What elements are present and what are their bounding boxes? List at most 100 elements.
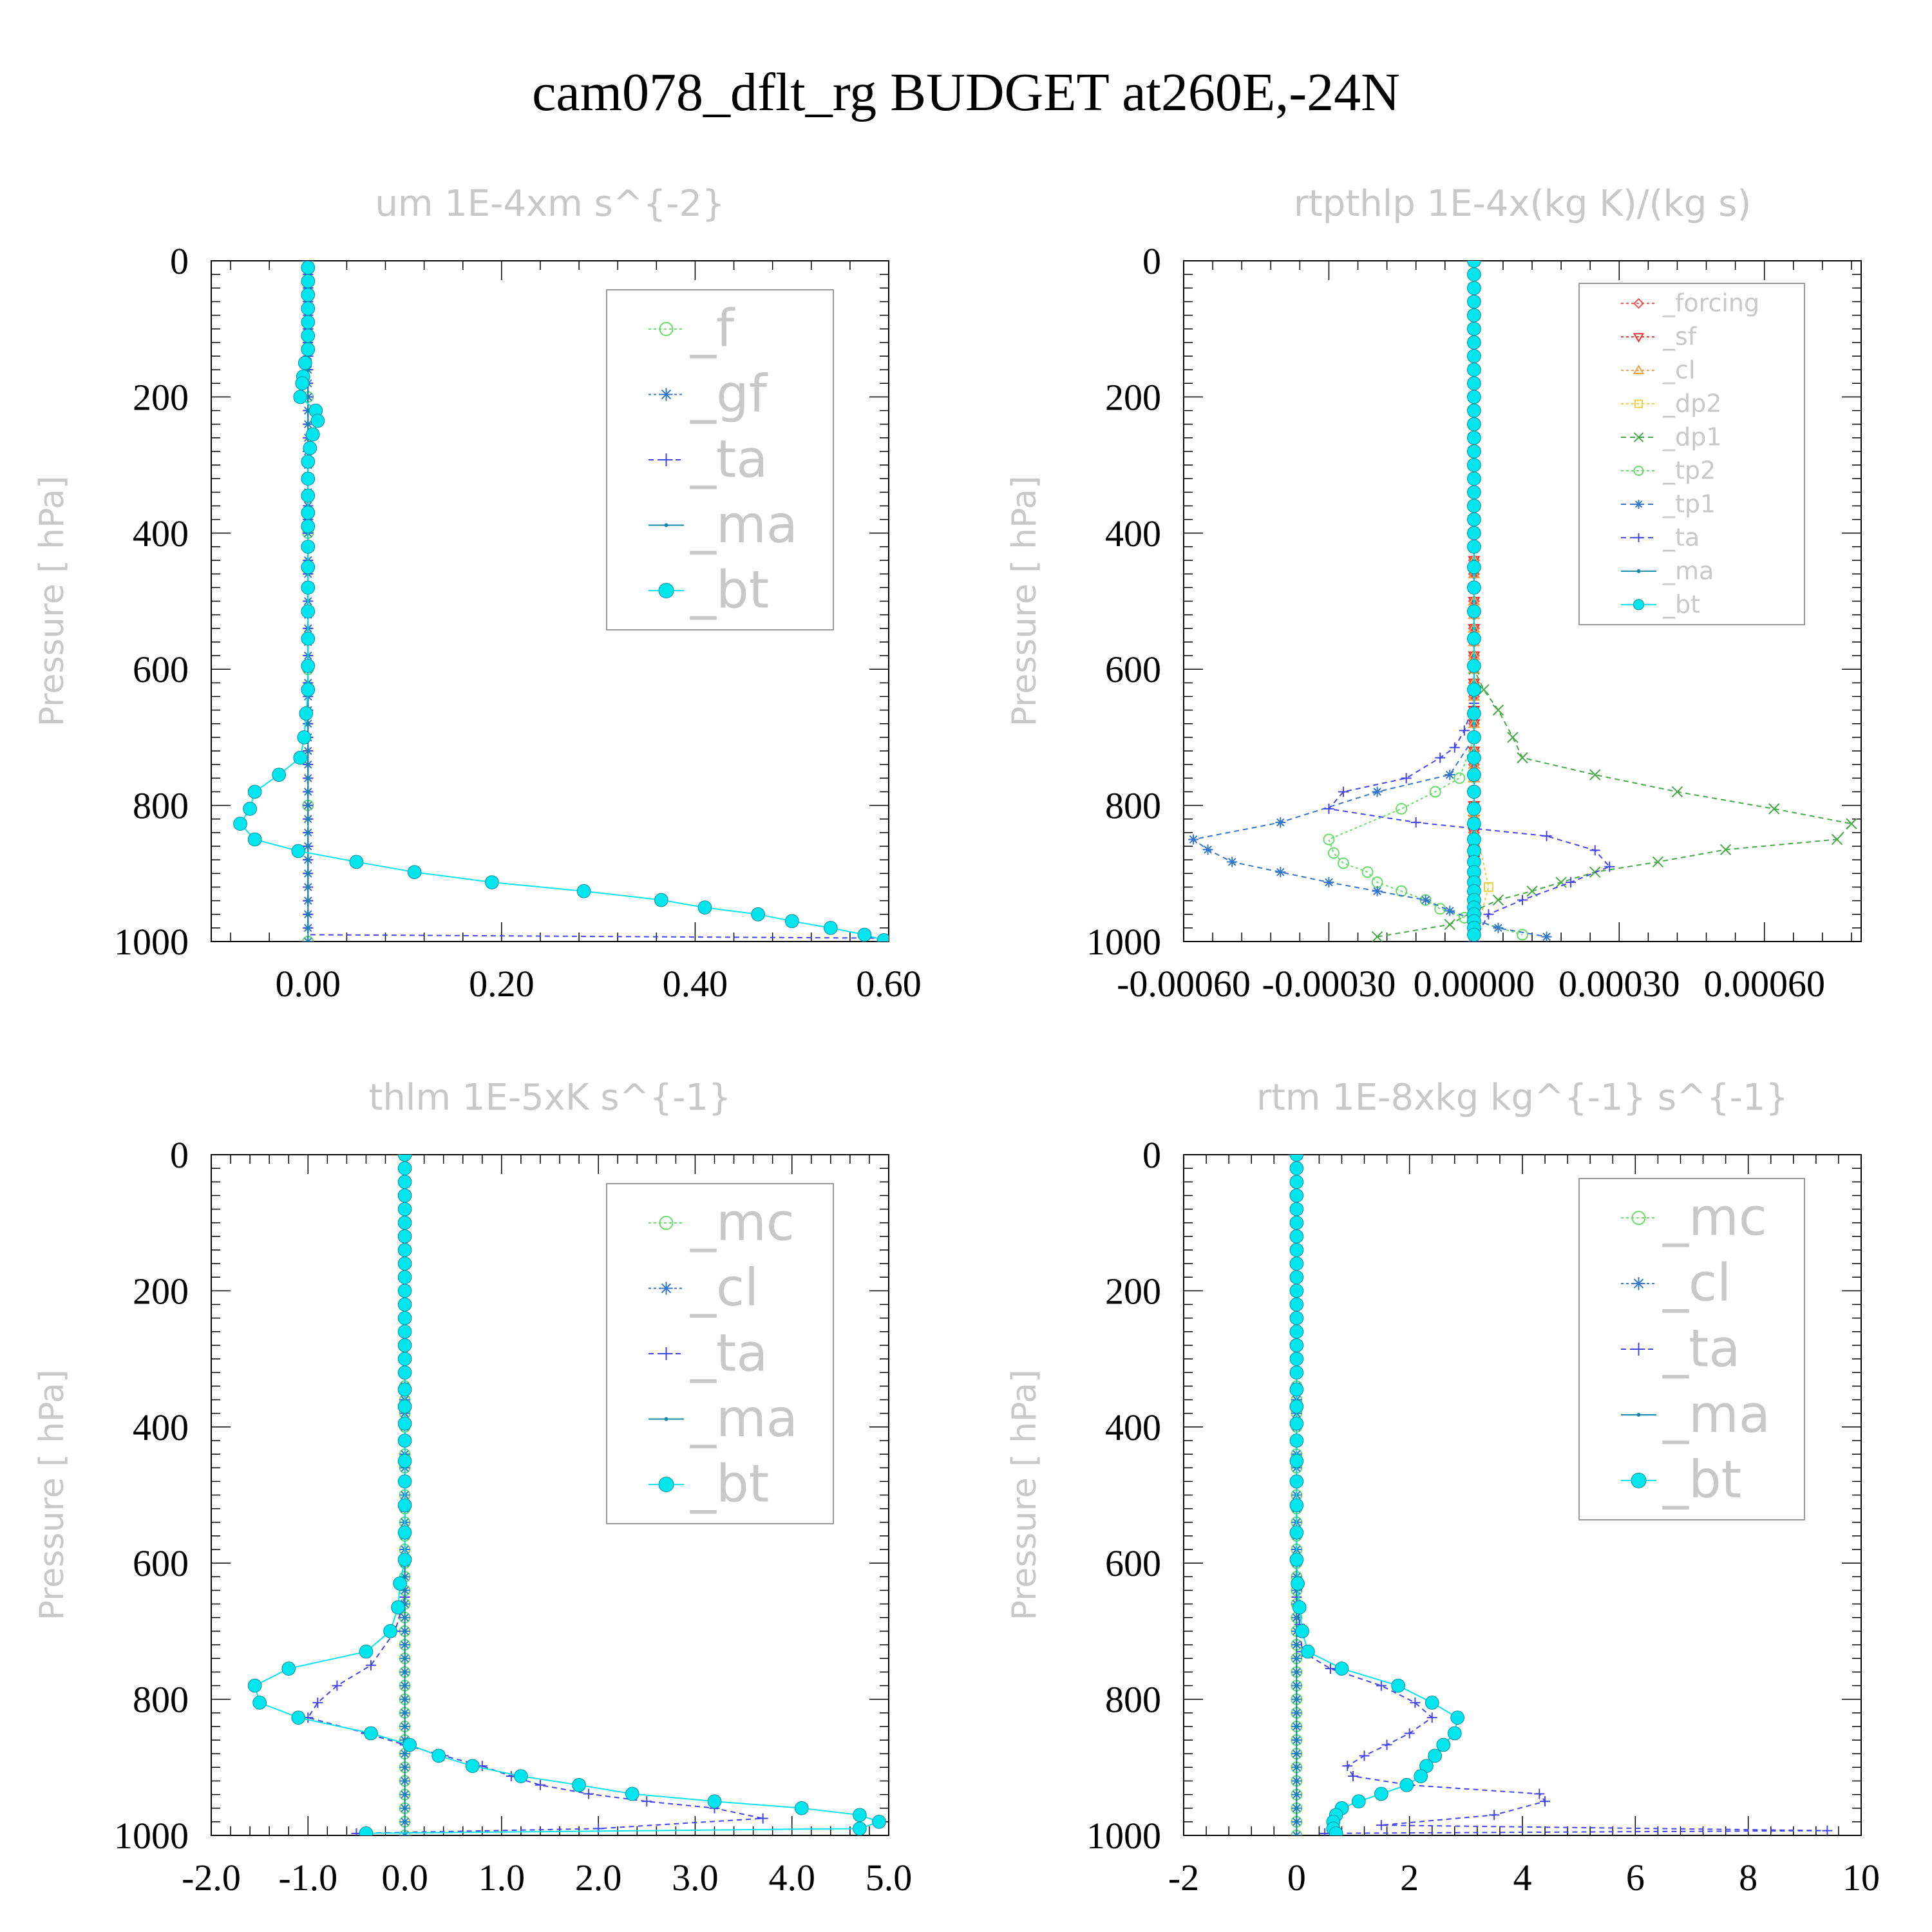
x-tick-label: 0.00030 xyxy=(1558,963,1680,1005)
legend-label: _sf xyxy=(1662,323,1698,351)
series-bt xyxy=(233,261,889,942)
data-point xyxy=(1526,886,1538,897)
data-point xyxy=(1202,844,1213,855)
legend-label: _cl xyxy=(690,1258,759,1318)
legend-entry: _tp2 xyxy=(1621,457,1716,485)
y-tick-label: 400 xyxy=(133,513,189,554)
legend-marker xyxy=(1632,1343,1645,1356)
data-point xyxy=(402,1765,407,1770)
data-point xyxy=(1483,909,1494,920)
data-point xyxy=(1436,1738,1451,1752)
y-tick-label: 200 xyxy=(1105,376,1161,418)
data-point xyxy=(1294,1670,1299,1674)
data-point xyxy=(484,875,499,889)
data-point xyxy=(1289,1202,1304,1217)
data-point xyxy=(306,721,310,726)
data-point xyxy=(301,328,316,343)
data-point xyxy=(1467,512,1481,527)
plot-area xyxy=(1289,1155,1833,1835)
data-point xyxy=(1831,833,1843,846)
data-point xyxy=(301,454,316,469)
legend: _mc _cl _ta_ma_bt xyxy=(1578,1178,1805,1520)
legend-entry: _ma xyxy=(649,495,798,554)
data-point xyxy=(431,1748,446,1763)
legend-label: _f xyxy=(690,298,735,358)
data-point xyxy=(1450,1710,1465,1725)
x-tick-label: -2.0 xyxy=(182,1857,241,1899)
data-point xyxy=(402,1643,407,1647)
legend-label: _bt xyxy=(1662,590,1700,618)
data-point xyxy=(293,750,308,765)
legend-entry: _bt xyxy=(1621,1450,1741,1510)
data-point xyxy=(1467,631,1481,646)
data-point xyxy=(1294,1806,1299,1810)
data-point xyxy=(402,1697,407,1701)
data-point xyxy=(306,749,310,753)
data-point xyxy=(301,631,316,646)
y-axis-label: Pressure [ hPa] xyxy=(33,1370,71,1621)
data-point xyxy=(301,301,316,316)
legend-marker xyxy=(1631,1472,1647,1488)
data-point xyxy=(301,488,316,503)
data-point xyxy=(1425,1696,1439,1710)
data-point xyxy=(301,540,316,554)
data-point xyxy=(306,898,310,903)
series-bt xyxy=(1467,261,1481,942)
legend-box xyxy=(606,1183,834,1524)
data-point xyxy=(1768,803,1780,815)
x-tick-label: -1.0 xyxy=(278,1857,337,1899)
series-bt xyxy=(1289,1155,1465,1835)
data-point xyxy=(397,1525,412,1540)
panel-title: rtm 1E-8xkg kg^{-1} s^{-1} xyxy=(1256,1077,1788,1119)
data-point xyxy=(1467,768,1481,782)
panel-2: 0 200 400 600 800 1000-0.00060 -0.00030 0.00000… xyxy=(1005,183,1862,1005)
x-tick-label: 4.0 xyxy=(768,1857,815,1899)
data-point xyxy=(402,1615,407,1620)
data-point xyxy=(301,342,316,357)
data-point xyxy=(1289,1454,1304,1468)
y-tick-label: 200 xyxy=(1105,1270,1161,1312)
data-point xyxy=(1444,918,1455,931)
data-point xyxy=(233,817,247,831)
legend-label: _ma xyxy=(1662,1384,1770,1444)
y-tick-label: 800 xyxy=(133,785,189,827)
data-point xyxy=(1467,604,1481,619)
data-point xyxy=(1467,802,1481,816)
data-point xyxy=(1467,376,1481,391)
data-point xyxy=(1467,308,1481,323)
data-point xyxy=(1294,1779,1299,1783)
data-point xyxy=(857,927,872,942)
data-point xyxy=(306,844,310,849)
data-point xyxy=(1459,725,1470,736)
x-tick-label: 2.0 xyxy=(575,1857,622,1899)
data-point xyxy=(247,784,262,799)
data-point xyxy=(1289,1155,1304,1162)
y-tick-label: 0 xyxy=(170,1134,189,1176)
legend-marker xyxy=(659,1347,673,1360)
data-point xyxy=(1401,773,1412,784)
data-point xyxy=(1342,1761,1353,1772)
data-point xyxy=(1517,752,1528,764)
data-point xyxy=(872,1815,886,1829)
panel-1: 0 200 400 600 800 1000 0.00 0.20 0.40 0.60 um 1E-4… xyxy=(33,183,922,1005)
data-point xyxy=(301,683,316,697)
data-point xyxy=(301,659,316,673)
data-point xyxy=(306,790,310,794)
x-tick-label: -0.00060 xyxy=(1117,963,1251,1005)
legend-label: _tp1 xyxy=(1662,489,1716,518)
legend-marker xyxy=(664,1417,668,1421)
panel-3: 0 200 400 600 800 1000-2.0 -1.0 0.0 1.0 2.0 3.0 4.0… xyxy=(33,1077,912,1899)
legend-label: _gf xyxy=(690,364,768,424)
data-point xyxy=(1294,1615,1299,1620)
data-point xyxy=(295,376,310,391)
data-point xyxy=(301,580,316,595)
x-tick-label: -2 xyxy=(1168,1857,1199,1899)
y-tick-label: 200 xyxy=(133,1270,189,1312)
y-tick-label: 400 xyxy=(1105,513,1161,554)
data-point xyxy=(1467,430,1481,445)
data-point xyxy=(1372,886,1383,896)
data-point xyxy=(1289,1161,1304,1175)
data-point xyxy=(402,1779,407,1783)
data-point xyxy=(572,1777,586,1792)
data-point xyxy=(1289,1188,1304,1203)
